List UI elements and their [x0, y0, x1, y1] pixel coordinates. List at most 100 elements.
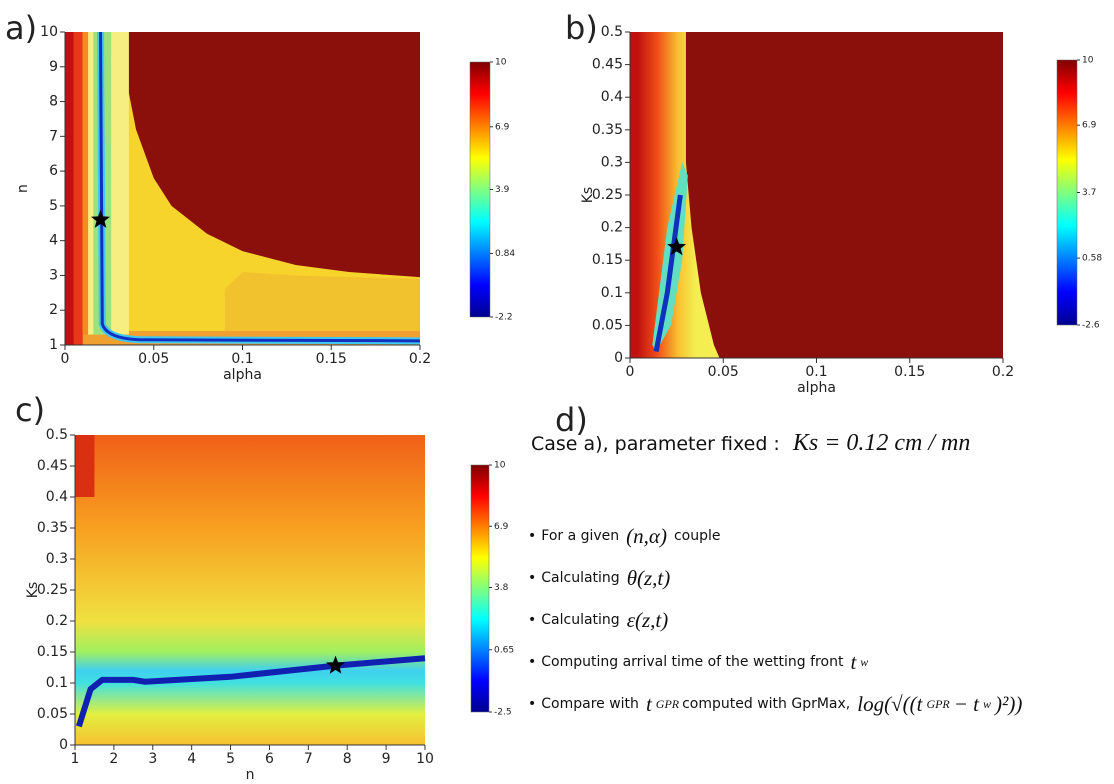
x-tick-label: 9: [382, 751, 391, 767]
star-marker: [90, 209, 111, 228]
x-tick-label: 0: [626, 364, 635, 380]
panel-label: a): [5, 9, 37, 47]
colorbar-tick-label: 0.58: [1082, 254, 1102, 264]
y-tick-label: 10: [40, 24, 58, 40]
subscript: w: [983, 696, 992, 711]
y-tick-label: 3: [49, 267, 58, 283]
bullet: Computing arrival time of the wetting fr…: [528, 641, 1108, 683]
text: Case a), parameter fixed :: [531, 433, 780, 455]
bullet: Calculating θ(z,t): [528, 557, 1108, 599]
y-tick-label: 0.2: [601, 220, 623, 236]
math: Ks = 0.12 cm / mn: [792, 430, 971, 456]
field: [65, 32, 420, 345]
y-tick-label: 7: [49, 128, 58, 144]
colorbar-tick-label: 3.9: [495, 185, 510, 195]
x-tick-label: 0.1: [231, 351, 253, 367]
colorbar: [470, 464, 490, 713]
colorbar-tick-label: 0.65: [494, 645, 514, 655]
colorbar-tick-label: 10: [494, 461, 506, 471]
field: [75, 435, 95, 497]
colorbar-tick-label: 6.9: [494, 522, 509, 532]
star-marker: [667, 237, 687, 256]
math: θ(z,t): [626, 565, 671, 590]
x-axis-label: n: [246, 767, 255, 783]
x-tick-label: 0.05: [708, 364, 739, 380]
y-tick-label: 0.1: [46, 675, 68, 691]
y-tick-label: 1: [49, 337, 58, 353]
math: (n,α): [626, 523, 667, 548]
y-tick-label: 0.15: [37, 644, 68, 660]
y-tick-label: 0.4: [601, 89, 623, 105]
x-tick-label: 0.2: [992, 364, 1014, 380]
x-tick-label: 1: [71, 751, 80, 767]
panel-label: d): [555, 401, 588, 439]
text: Compare with: [541, 696, 639, 712]
x-tick-label: 0.15: [316, 351, 347, 367]
colorbar-tick-label: 6.9: [1082, 121, 1097, 131]
text: For a given: [541, 528, 620, 544]
y-axis-label: Ks: [580, 187, 596, 203]
y-tick-label: 0.2: [46, 613, 68, 629]
colorbar-tick-label: 3.7: [1082, 188, 1096, 198]
heading: Case a), parameter fixed : Ks = 0.12 cm /…: [528, 430, 1108, 457]
math: t: [645, 691, 652, 716]
text: Calculating: [541, 612, 620, 628]
bullet: For a given (n,α) couple: [528, 515, 1108, 557]
text: couple: [673, 528, 721, 544]
x-tick-label: 0: [61, 351, 70, 367]
colorbar-tick-label: 10: [495, 58, 507, 68]
y-tick-label: 0.35: [37, 520, 68, 536]
x-tick-label: 0.1: [805, 364, 827, 380]
x-axis-label: alpha: [797, 380, 836, 396]
y-tick-label: 0.1: [601, 285, 623, 301]
colorbar-tick-label: 10: [1082, 56, 1094, 66]
field: [82, 32, 89, 335]
x-tick-label: 4: [187, 751, 196, 767]
y-tick-label: 0.35: [592, 122, 623, 138]
subscript: GPR: [655, 696, 680, 711]
y-tick-label: 9: [49, 59, 58, 75]
panel-d: Case a), parameter fixed : Ks = 0.12 cm /…: [528, 430, 1108, 725]
panel-label: b): [565, 9, 598, 47]
y-tick-label: 6: [49, 163, 58, 179]
x-tick-label: 0.05: [138, 351, 169, 367]
subscript: w: [860, 654, 869, 669]
star-marker: [326, 655, 346, 674]
y-tick-label: 0: [614, 350, 623, 366]
x-axis-label: alpha: [223, 367, 262, 383]
y-tick-label: 0.05: [592, 317, 623, 333]
y-tick-label: 0.5: [601, 24, 623, 40]
field: [99, 31, 421, 343]
y-tick-label: 0.3: [46, 551, 68, 567]
y-tick-label: 0.45: [37, 458, 68, 474]
math: )²)): [995, 691, 1023, 716]
field: [653, 194, 683, 352]
y-tick-label: 0.3: [601, 154, 623, 170]
x-tick-label: 0.15: [894, 364, 925, 380]
x-tick-label: 2: [109, 751, 118, 767]
y-tick-label: 2: [49, 302, 58, 318]
x-tick-label: 8: [343, 751, 352, 767]
field: [76, 655, 426, 728]
y-tick-label: 0.25: [592, 187, 623, 203]
y-tick-label: 0.05: [37, 706, 68, 722]
math: log(√((t: [857, 691, 923, 716]
colorbar: [469, 61, 491, 318]
x-tick-label: 10: [416, 751, 434, 767]
panel-label: c): [15, 391, 45, 429]
y-tick-label: 8: [49, 94, 58, 110]
math: t: [850, 649, 857, 674]
colorbar-tick-label: -2.2: [495, 313, 513, 323]
x-tick-label: 3: [148, 751, 157, 767]
y-tick-label: 0.5: [46, 427, 68, 443]
field: [73, 32, 83, 345]
colorbar-tick-label: 6.9: [495, 122, 510, 132]
y-tick-label: 0.15: [592, 252, 623, 268]
y-tick-label: 4: [49, 233, 58, 249]
subscript: GPR: [926, 696, 950, 711]
y-tick-label: 0: [59, 737, 68, 753]
y-axis-label: n: [15, 184, 31, 193]
